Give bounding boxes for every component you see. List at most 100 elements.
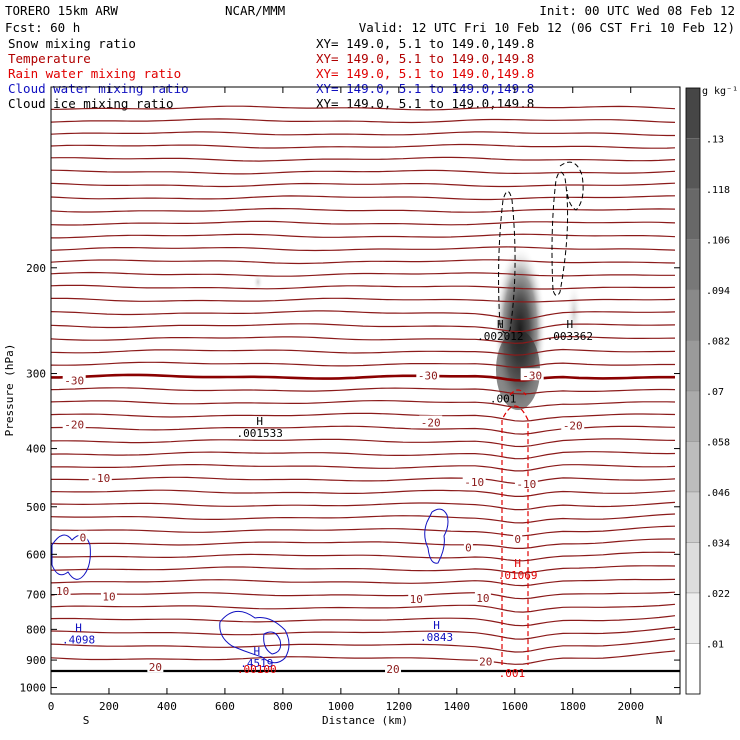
temperature-label: 20 [386,663,399,676]
temperature-label: 0 [465,542,472,555]
temperature-contours [51,105,676,665]
temperature-label-bg [147,660,164,673]
maximum-h-marker: H [256,415,263,428]
y-tick-label: 400 [26,443,46,456]
colorbar-unit: g kg⁻¹ [702,86,738,97]
isotherm [51,297,676,303]
maximum-h-marker: H [567,318,574,331]
maximum-value: .002012 [477,330,523,343]
temperature-label: -30 [64,374,84,387]
temperature-label: 10 [410,593,423,606]
isotherm [51,615,676,627]
cloud-water-contours [51,508,449,664]
temperature-label-bg [514,476,538,489]
isotherm [51,336,676,344]
temperature-label-bg [520,368,544,381]
colorbar-level: .034 [706,539,730,550]
colorbar-level: .106 [706,236,730,247]
cloud-water-contour-low [219,611,290,664]
isotherm [51,233,676,239]
isotherm [51,118,676,124]
x-tick-label: 2000 [617,700,644,713]
colorbar-swatch [685,643,701,695]
maximum-value: .4098 [62,633,95,646]
temperature-label-bg [100,589,117,602]
isotherm [51,195,676,201]
isotherm [51,489,676,497]
colorbar-swatch [685,592,701,644]
maximum-h-marker: H [497,318,504,331]
colorbar-swatch [685,289,701,341]
plot-frame [50,86,681,695]
field-name: Cloud water mixing ratio [8,81,189,96]
maximum-h-marker: H [514,557,521,570]
x-tick-label: 1600 [502,700,529,713]
org-label: NCAR/MMM [225,3,285,18]
colorbar-level: .13 [706,135,724,146]
snow-max [496,330,540,410]
isotherm [51,626,676,640]
isotherm [51,284,676,290]
temperature-label-bg [88,471,112,484]
maximum-value: .01069 [498,569,538,582]
isotherm [51,591,676,600]
x-axis: 0 200 400 600 800 1000 1200 1400 1600 1800 2000 [48,87,644,713]
temperature-label-bg [474,591,491,604]
isotherm [51,220,676,226]
model-title: TORERO 15km ARW [5,3,118,18]
temperature-label-bg [408,591,425,604]
y-tick-label: 300 [26,368,46,381]
temperature-label-bg [385,662,402,675]
valid-time: Valid: 12 UTC Fri 10 Feb 12 (06 CST Fri … [359,20,735,35]
isotherm [51,513,676,524]
x-tick-label: 1200 [386,700,413,713]
maximum-value: .003362 [547,330,593,343]
isotherm [51,603,676,613]
field-xy: XY= 149.0, 5.1 to 149.0,149.8 [316,36,534,51]
isotherm [51,476,676,484]
colorbar-swatch [685,491,701,543]
isotherm [51,361,675,368]
maximum-h-marker: H [433,619,440,632]
temperature-label-bg [54,583,71,596]
isotherm [51,525,676,537]
isotherm [51,156,676,162]
rain-column-contour [501,405,529,665]
isotherm [51,182,676,188]
y-tick-label: 800 [26,623,46,636]
y-tick-label: 700 [26,589,46,602]
ice-contour-top [559,161,584,211]
temperature-label: -10 [464,476,484,489]
temperature-label: -30 [418,369,438,382]
colorbar-frame [685,87,701,695]
colorbar-level: .118 [706,185,730,196]
x-tick-label: 200 [99,700,119,713]
isotherm [51,412,676,422]
contour-label: .001 [499,667,526,680]
north-endpoint: N [656,714,663,727]
y-tick-label: 200 [26,262,46,275]
isotherm [51,638,676,653]
isotherm [51,438,676,448]
rain-contours [501,389,529,665]
isotherm [51,565,676,574]
temperature-label-bg [513,532,523,545]
colorbar-swatch [685,441,701,493]
forecast-hour: Fcst: 60 h [5,20,80,35]
temperature-label: -30 [522,369,542,382]
isotherm [51,105,676,111]
rain-top-contour [509,389,527,396]
field-xy: XY= 149.0, 5.1 to 149.0,149.8 [316,66,534,81]
x-tick-label: 0 [48,700,55,713]
isotherm [51,464,676,472]
ice-contour-west [498,191,516,334]
colorbar-level: .07 [706,387,724,398]
field-xy: XY= 149.0, 5.1 to 149.0,149.8 [316,51,534,66]
x-tick-label: 600 [215,700,235,713]
contour-label: .001 [490,392,517,405]
contour-value-labels: .001 .001 .00100 [237,392,525,680]
temperature-label: 0 [80,532,87,545]
temperature-label: 10 [102,590,115,603]
isotherm [51,451,676,460]
